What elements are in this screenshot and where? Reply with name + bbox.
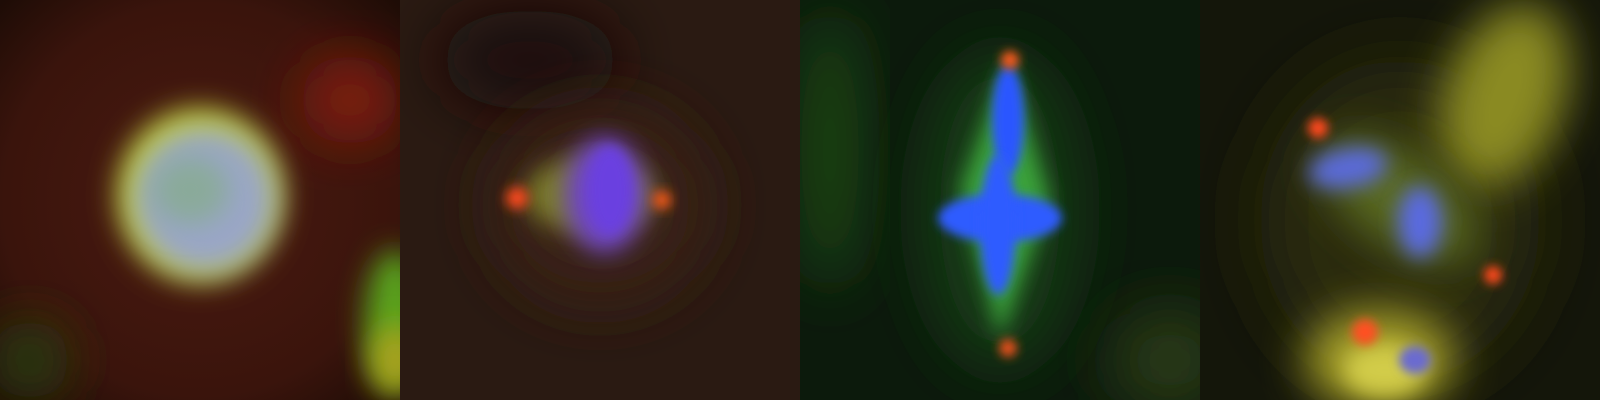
- panel-4-lower-chromatin: [1399, 346, 1431, 374]
- panel-1-neighbor-cell-rim: [370, 325, 400, 395]
- panel-1-red-blob: [300, 55, 400, 145]
- micrograph-panel-2: [400, 0, 800, 400]
- panel-3-centrosome-top: [1001, 51, 1019, 69]
- panel-4-centrosome-neighbor: [1352, 319, 1378, 345]
- panel-3-corner-glow: [1110, 310, 1200, 400]
- panel-4-centrosome-lower: [1484, 266, 1502, 284]
- panel-3-left-glow: [800, 10, 860, 290]
- panel-4-chromatids-right: [1398, 186, 1442, 258]
- panel-4-centrosome-upper: [1308, 118, 1328, 138]
- panel-3-chromosome-upper: [992, 65, 1024, 175]
- panel-2-centrosome-left: [506, 187, 528, 209]
- panel-4-chromatids-left: [1308, 147, 1388, 189]
- panel-1-image: [0, 0, 400, 400]
- panel-2-dark-region: [440, 10, 620, 110]
- panel-2-centrosome-right: [653, 191, 671, 209]
- micrograph-panel-4: [1200, 0, 1600, 400]
- panel-1-nucleus-center: [150, 155, 230, 225]
- panel-3-chromosome-mass: [980, 155, 1016, 295]
- panel-4-image: [1200, 0, 1600, 400]
- micrograph-panel-3: [800, 0, 1200, 400]
- micrograph-panel-1: [0, 0, 400, 400]
- panel-2-image: [400, 0, 800, 400]
- panel-1-corner-glow: [0, 320, 70, 400]
- panel-3-centrosome-bottom: [999, 339, 1017, 357]
- panel-2-chromatin-core: [588, 146, 632, 234]
- panel-3-image: [800, 0, 1200, 400]
- panel-4-neighbor-cell: [1439, 3, 1571, 187]
